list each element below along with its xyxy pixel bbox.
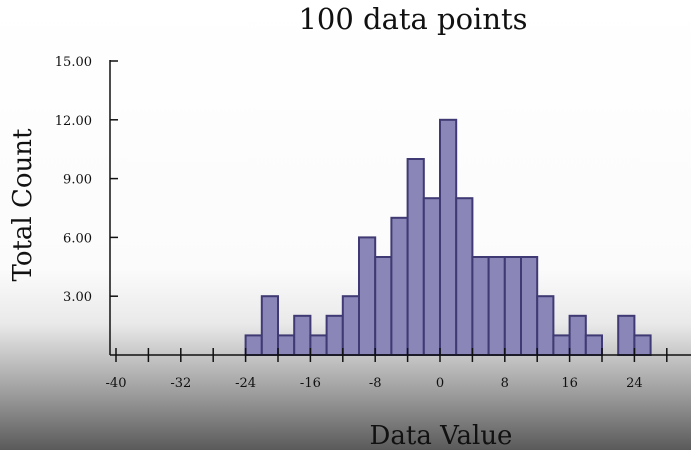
histogram-bar [552, 334, 571, 356]
histogram-bar [406, 158, 425, 356]
histogram-bar [277, 334, 296, 356]
histogram-bar [390, 216, 409, 356]
histogram-bar [439, 118, 458, 356]
histogram-bar [293, 314, 312, 356]
histogram-bar [471, 256, 490, 356]
histogram-bar [617, 314, 636, 356]
y-tick-label: 15.00 [55, 55, 92, 70]
histogram-bar [584, 334, 603, 356]
x-tick-label: 16 [561, 376, 578, 391]
histogram-bar [260, 295, 279, 357]
x-tick-label: -32 [170, 376, 191, 391]
histogram-bar [536, 295, 555, 357]
y-tick-labels: 3.00 6.00 9.00 12.00 15.00 [55, 55, 118, 305]
histogram-bar [503, 256, 522, 356]
chart-title: 100 data points [298, 2, 527, 36]
y-tick-label: 12.00 [55, 114, 92, 129]
y-tick-label: 9.00 [63, 173, 92, 188]
bars-group [244, 118, 652, 357]
x-minor-ticks [115, 348, 668, 362]
x-tick-label: -8 [369, 376, 382, 391]
histogram-bar [374, 256, 393, 356]
histogram-bar [487, 256, 506, 356]
histogram-bar [325, 314, 344, 356]
histogram-bar [341, 295, 360, 357]
x-tick-label: -16 [300, 376, 321, 391]
histogram-bar [358, 236, 377, 356]
y-tick-label: 6.00 [63, 231, 92, 246]
histogram-bar [422, 197, 441, 356]
x-tick-label: 24 [626, 376, 643, 391]
x-axis-label: Data Value [370, 421, 513, 450]
histogram-bar [520, 256, 539, 356]
y-axis-label: Total Count [8, 128, 38, 282]
x-tick-label: 8 [501, 376, 509, 391]
histogram-bar [455, 197, 474, 356]
histogram-bar [568, 314, 587, 356]
histogram-bar [633, 334, 652, 356]
x-tick-label: -40 [106, 376, 127, 391]
x-tick-label: -24 [235, 376, 256, 391]
histogram-bar [244, 334, 263, 356]
x-tick-labels: -40 -32 -24 -16 -8 0 8 16 24 [106, 376, 643, 391]
x-tick-label: 0 [436, 376, 444, 391]
histogram-bar [309, 334, 328, 356]
y-tick-label: 3.00 [63, 290, 92, 305]
